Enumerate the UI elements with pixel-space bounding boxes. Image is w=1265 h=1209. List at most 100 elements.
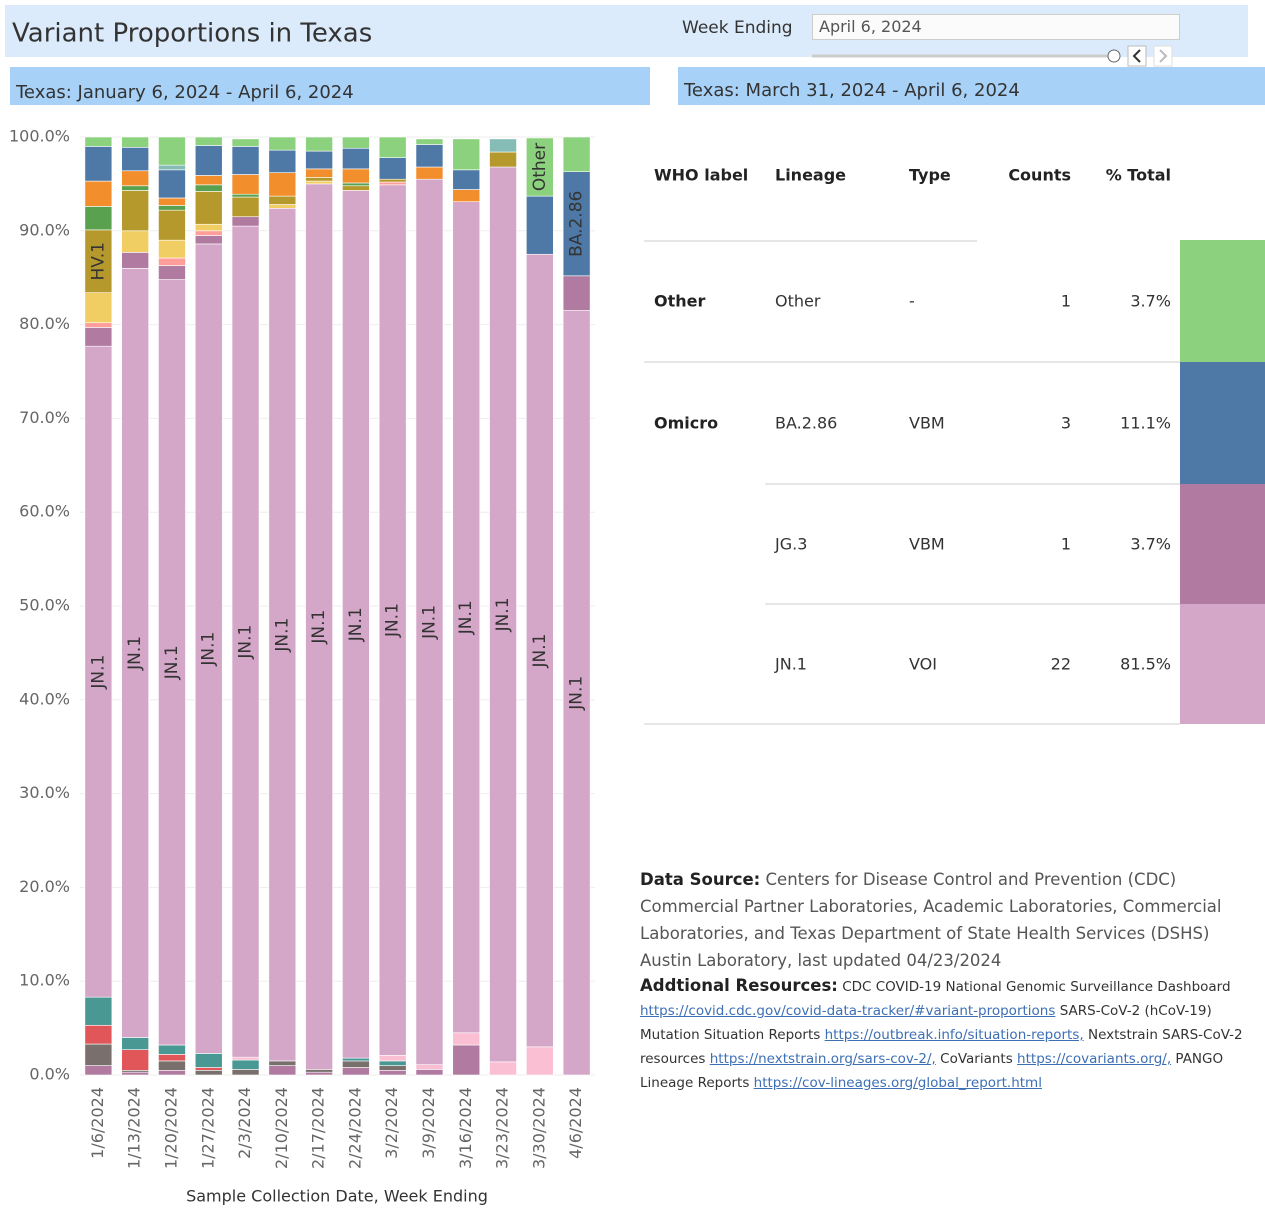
bar-segment [194,1067,223,1071]
bar-segment [194,230,223,236]
bar-segment [526,253,554,1048]
bar-segment [489,138,517,153]
bar-segment [84,146,113,182]
x-tick-label: 3/9/2024 [419,1087,438,1159]
bar-segment [84,322,113,328]
bar-segment [342,182,370,187]
data-source-text: Centers for Disease Control and Preventi… [640,870,1222,970]
slider-handle[interactable] [1107,49,1121,63]
segment-label: JN.1 [236,625,256,660]
resource-link[interactable]: https://covariants.org/, [1017,1051,1172,1067]
week-ending-input[interactable]: April 6, 2024 [812,14,1180,40]
bar-segment [194,191,223,225]
bar-segment [84,136,113,147]
segment-label: JN.1 [383,603,403,638]
table-header: Counts [1008,166,1071,185]
resource-link[interactable]: https://nextstrain.org/sars-cov-2/, [709,1051,936,1067]
y-tick-label: 100.0% [9,127,70,146]
bar-segment [84,1065,113,1076]
x-tick-label: 3/2/2024 [382,1087,401,1159]
bar-segment [452,169,481,190]
page-title: Variant Proportions in Texas [12,19,372,49]
table-cell: 3 [1061,414,1071,433]
bar-segment [158,265,186,280]
sources: Data Source: Centers for Disease Control… [640,866,1255,1095]
next-icon [1159,49,1168,63]
segment-label: JN.1 [309,610,329,645]
bar-segment [194,175,223,186]
bar-segment [231,138,260,147]
bar-segment [84,345,113,998]
bar-segment [121,170,149,187]
bar-segment [489,166,517,1063]
x-tick-label: 2/17/2024 [309,1087,328,1169]
segment-label: JN.1 [530,634,550,669]
y-tick-label: 60.0% [19,502,70,521]
bar-segment [305,1069,333,1073]
bar-segment [231,1056,260,1061]
segment-label: HV.1 [88,242,108,280]
x-tick-label: 1/27/2024 [198,1087,217,1169]
bar-segment [231,1059,260,1070]
bar-segment [194,145,223,176]
table-header: Type [909,166,951,185]
resources-label: Addtional Resources: [640,976,838,995]
bar-segment [268,1060,297,1066]
panel-title: Texas: January 6, 2024 - April 6, 2024 [15,82,354,103]
segment-label: JN.1 [162,645,182,680]
bar-segment [562,275,591,311]
resource-link[interactable]: https://cov-lineages.org/global_report.h… [753,1075,1042,1091]
segment-label: JN.1 [199,632,219,667]
bar-segment [305,136,333,152]
bar-segment [268,195,297,205]
bar-segment [342,147,370,170]
bar-segment [231,216,260,227]
data-source-label: Data Source: [640,870,761,889]
resource-link[interactable]: https://outbreak.info/situation-reports, [824,1027,1084,1043]
bar-segment [342,168,370,184]
y-tick-label: 80.0% [19,314,70,333]
bar-segment [84,292,113,324]
resource-text: CDC COVID-19 National Genomic Surveillan… [842,979,1231,995]
bar-segment [268,149,297,173]
row-color [1180,240,1265,362]
next-button[interactable] [1153,45,1173,67]
segment-label: JN.1 [272,618,292,653]
bar-segment [415,1064,444,1070]
segment-label: BA.2.86 [567,191,587,257]
y-tick-label: 50.0% [19,596,70,615]
bar-segment [84,229,113,294]
bar-segment [452,201,481,1034]
x-tick-label: 1/20/2024 [161,1087,180,1169]
resource-link[interactable]: https://covid.cdc.gov/covid-data-tracker… [640,1003,1056,1019]
bar-segment [158,1054,186,1062]
bar-segment [84,1043,113,1066]
bar-segment [158,205,186,211]
bar-segment [158,1044,186,1055]
table-header: Lineage [775,166,846,185]
table-cell: 3.7% [1130,292,1171,311]
bar-segment [378,136,407,158]
bar-segment [158,164,186,171]
bar-segment [526,137,554,197]
bar-segment [342,185,370,191]
table-cell: 22 [1051,655,1071,674]
data-source: Data Source: Centers for Disease Control… [640,866,1255,974]
bar-segment [305,177,333,182]
bar-segment [305,150,333,170]
segment-label: JN.1 [88,655,108,690]
bar-segment [452,138,481,171]
table-cell: 1 [1061,535,1071,554]
segment-label: JN.1 [456,600,476,635]
x-tick-label: 3/23/2024 [493,1087,512,1169]
bar-segment [231,225,260,1058]
bar-segment [489,1061,517,1076]
bar-segment [268,136,297,151]
prev-button[interactable] [1127,45,1147,67]
bar-segment [268,172,297,197]
resource-text: Nextstrain SARS-CoV-2 resources [640,1027,1243,1067]
bar-segment [231,146,260,175]
bar-segment [378,1065,407,1071]
row-color [1180,604,1265,724]
